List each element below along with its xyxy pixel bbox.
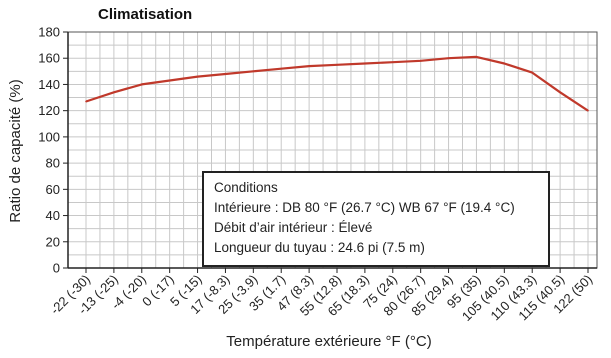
- y-tick-label: 20: [46, 234, 60, 249]
- x-axis-title: Température extérieure °F (°C): [226, 333, 431, 350]
- conditions-box: Conditions Intérieure : DB 80 °F (26.7 °…: [202, 171, 550, 267]
- data-point: [364, 62, 366, 65]
- y-tick-label: 120: [38, 103, 60, 118]
- axes: [63, 31, 598, 273]
- data-point: [447, 57, 450, 60]
- data-point: [224, 73, 227, 75]
- y-tick-label: 80: [46, 156, 60, 171]
- y-tick-label: 60: [46, 182, 60, 197]
- data-series: [85, 55, 589, 112]
- y-tick-label: 0: [53, 261, 60, 276]
- data-point: [85, 100, 87, 103]
- data-point: [475, 56, 478, 58]
- x-tick-labels: -22 (-30)-13 (-25)-4 (-20)0 (-17)5 (-15)…: [47, 272, 595, 325]
- data-point: [168, 79, 171, 82]
- data-point: [252, 70, 255, 73]
- chart-title: Climatisation: [98, 6, 192, 23]
- data-point: [391, 61, 394, 63]
- conditions-airflow: Débit d’air intérieur : Élevé: [214, 220, 373, 235]
- y-tick-labels: 0 20 40 60 80 100 120 140 160 180: [38, 25, 60, 276]
- data-point: [559, 91, 561, 94]
- data-point: [140, 83, 143, 86]
- data-point: [503, 62, 506, 65]
- data-point: [113, 91, 115, 94]
- data-point: [280, 67, 283, 70]
- data-point: [531, 71, 534, 74]
- y-tick-label: 40: [46, 208, 60, 223]
- conditions-pipe-length: Longueur du tuyau : 24.6 pi (7.5 m): [214, 240, 425, 255]
- data-point: [336, 63, 338, 66]
- y-axis-title: Ratio de capacité (%): [7, 79, 24, 222]
- y-tick-label: 180: [38, 25, 60, 40]
- y-tick-label: 140: [38, 77, 60, 92]
- data-point: [419, 60, 422, 62]
- data-point: [587, 109, 589, 112]
- conditions-indoor: Intérieure : DB 80 °F (26.7 °C) WB 67 °F…: [214, 200, 515, 215]
- data-point: [196, 75, 199, 78]
- data-point: [308, 65, 310, 67]
- y-tick-label: 100: [38, 129, 60, 144]
- conditions-heading: Conditions: [214, 180, 278, 195]
- y-tick-label: 160: [38, 51, 60, 66]
